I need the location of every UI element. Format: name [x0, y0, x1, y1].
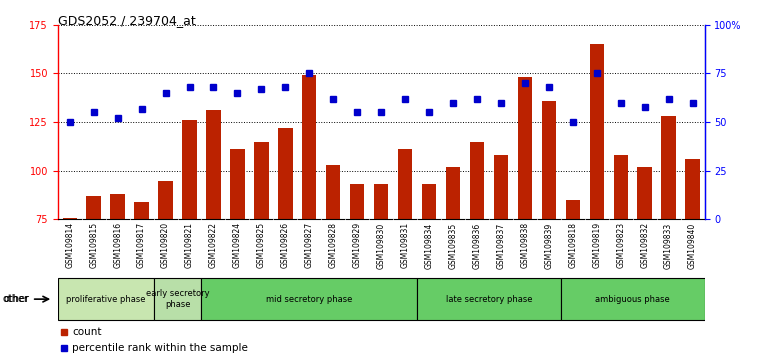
- Bar: [494, 155, 508, 219]
- Text: percentile rank within the sample: percentile rank within the sample: [72, 343, 248, 353]
- Bar: [110, 194, 125, 219]
- Text: GSM109825: GSM109825: [257, 222, 266, 268]
- Bar: [374, 184, 388, 219]
- Bar: [278, 128, 293, 219]
- Text: GSM109824: GSM109824: [233, 222, 242, 268]
- Text: GSM109822: GSM109822: [209, 222, 218, 268]
- Bar: [350, 184, 364, 219]
- Text: GSM109820: GSM109820: [161, 222, 170, 268]
- Bar: [159, 181, 172, 219]
- Text: GSM109832: GSM109832: [640, 222, 649, 268]
- Text: GSM109836: GSM109836: [473, 222, 481, 269]
- Text: GSM109833: GSM109833: [664, 222, 673, 269]
- Bar: [326, 165, 340, 219]
- Bar: [638, 167, 652, 219]
- Text: early secretory
phase: early secretory phase: [146, 290, 209, 309]
- Bar: [541, 101, 556, 219]
- Text: other: other: [3, 294, 29, 304]
- Bar: [86, 196, 101, 219]
- Text: ambiguous phase: ambiguous phase: [595, 295, 670, 304]
- Bar: [182, 120, 196, 219]
- Text: GSM109839: GSM109839: [544, 222, 554, 269]
- Text: GSM109830: GSM109830: [377, 222, 386, 269]
- Bar: [302, 75, 316, 219]
- Text: GSM109819: GSM109819: [592, 222, 601, 268]
- Bar: [135, 202, 149, 219]
- Bar: [254, 142, 269, 219]
- Bar: [561, 278, 705, 320]
- Text: GSM109816: GSM109816: [113, 222, 122, 268]
- Bar: [422, 184, 437, 219]
- Bar: [417, 278, 561, 320]
- Text: GSM109829: GSM109829: [353, 222, 362, 268]
- Text: GSM109815: GSM109815: [89, 222, 99, 268]
- Bar: [202, 278, 417, 320]
- Bar: [517, 77, 532, 219]
- Text: GSM109817: GSM109817: [137, 222, 146, 268]
- Bar: [661, 116, 676, 219]
- Bar: [590, 44, 604, 219]
- Text: mid secretory phase: mid secretory phase: [266, 295, 353, 304]
- Text: GSM109827: GSM109827: [305, 222, 314, 268]
- Text: late secretory phase: late secretory phase: [446, 295, 532, 304]
- Text: GSM109838: GSM109838: [521, 222, 530, 268]
- Text: GSM109821: GSM109821: [185, 222, 194, 268]
- Bar: [206, 110, 221, 219]
- Bar: [398, 149, 412, 219]
- Text: GSM109828: GSM109828: [329, 222, 338, 268]
- Bar: [685, 159, 700, 219]
- Text: GSM109823: GSM109823: [616, 222, 625, 268]
- Bar: [153, 278, 202, 320]
- Bar: [566, 200, 580, 219]
- Text: GSM109837: GSM109837: [497, 222, 505, 269]
- Text: GDS2052 / 239704_at: GDS2052 / 239704_at: [58, 14, 196, 27]
- Text: count: count: [72, 327, 102, 337]
- Bar: [230, 149, 245, 219]
- Text: GSM109840: GSM109840: [688, 222, 697, 269]
- Text: GSM109835: GSM109835: [448, 222, 457, 269]
- Bar: [614, 155, 628, 219]
- Text: GSM109834: GSM109834: [424, 222, 434, 269]
- Text: GSM109826: GSM109826: [281, 222, 290, 268]
- Text: GSM109818: GSM109818: [568, 222, 578, 268]
- Text: proliferative phase: proliferative phase: [66, 295, 146, 304]
- Bar: [446, 167, 460, 219]
- Bar: [58, 278, 153, 320]
- Bar: [470, 142, 484, 219]
- Bar: [62, 217, 77, 219]
- Text: other: other: [4, 294, 30, 304]
- Text: GSM109831: GSM109831: [400, 222, 410, 268]
- Text: GSM109814: GSM109814: [65, 222, 74, 268]
